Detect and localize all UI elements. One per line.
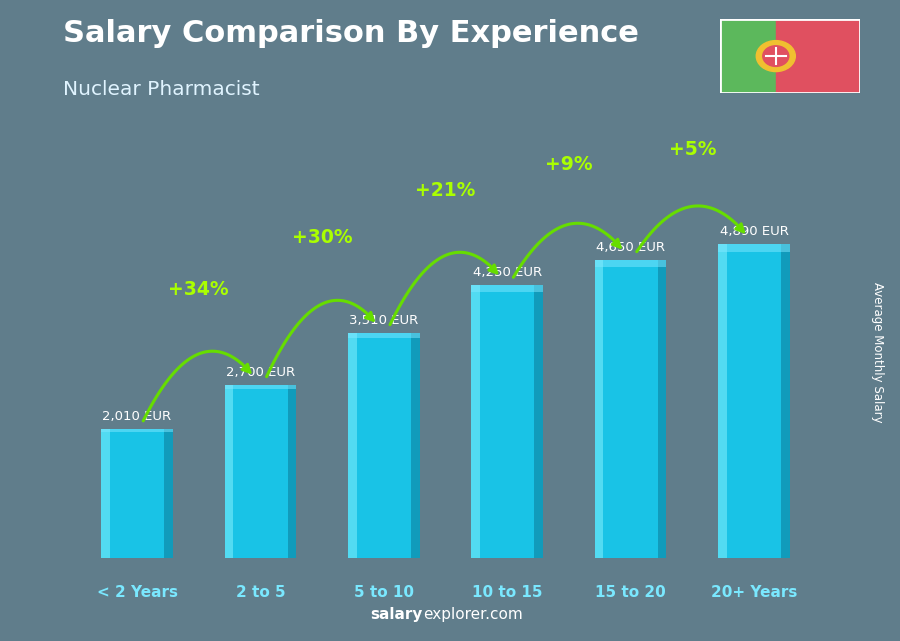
Text: +34%: +34%	[168, 280, 229, 299]
Circle shape	[756, 40, 796, 72]
Text: 4,890 EUR: 4,890 EUR	[719, 225, 788, 238]
Text: +9%: +9%	[545, 155, 593, 174]
Text: 4,250 EUR: 4,250 EUR	[472, 266, 542, 279]
FancyBboxPatch shape	[225, 385, 296, 558]
Text: 4,650 EUR: 4,650 EUR	[596, 240, 665, 254]
FancyBboxPatch shape	[348, 333, 419, 558]
Bar	[288, 385, 296, 558]
Bar	[718, 244, 727, 558]
Bar	[225, 385, 296, 389]
Text: Average Monthly Salary: Average Monthly Salary	[871, 282, 884, 423]
Text: 15 to 20: 15 to 20	[595, 585, 666, 601]
Bar	[595, 260, 603, 558]
Bar	[720, 19, 776, 93]
Bar	[658, 260, 666, 558]
Text: Salary Comparison By Experience: Salary Comparison By Experience	[63, 19, 639, 48]
Text: +30%: +30%	[292, 228, 353, 247]
Bar	[535, 285, 543, 558]
Bar	[718, 244, 790, 252]
Text: 20+ Years: 20+ Years	[711, 585, 797, 601]
Text: salary: salary	[371, 607, 423, 622]
Bar	[101, 429, 110, 558]
Text: 2,010 EUR: 2,010 EUR	[103, 410, 172, 423]
FancyBboxPatch shape	[472, 285, 543, 558]
Text: explorer.com: explorer.com	[423, 607, 523, 622]
Bar	[225, 385, 233, 558]
Bar	[472, 285, 543, 292]
Bar	[411, 333, 419, 558]
FancyBboxPatch shape	[595, 260, 666, 558]
Bar	[164, 429, 173, 558]
Text: +21%: +21%	[415, 181, 476, 200]
Bar	[776, 19, 859, 93]
Circle shape	[763, 46, 788, 67]
Text: Nuclear Pharmacist: Nuclear Pharmacist	[63, 80, 259, 99]
FancyBboxPatch shape	[101, 429, 173, 558]
Bar	[348, 333, 419, 338]
Bar	[348, 333, 356, 558]
Text: +5%: +5%	[669, 140, 716, 159]
Bar	[101, 429, 173, 432]
Text: 2,700 EUR: 2,700 EUR	[226, 365, 295, 379]
Text: 5 to 10: 5 to 10	[354, 585, 414, 601]
FancyBboxPatch shape	[718, 244, 790, 558]
Text: 10 to 15: 10 to 15	[472, 585, 543, 601]
Bar	[781, 244, 790, 558]
Bar	[472, 285, 480, 558]
Text: < 2 Years: < 2 Years	[96, 585, 177, 601]
Bar	[595, 260, 666, 267]
Text: 2 to 5: 2 to 5	[236, 585, 285, 601]
Text: 3,510 EUR: 3,510 EUR	[349, 313, 418, 327]
